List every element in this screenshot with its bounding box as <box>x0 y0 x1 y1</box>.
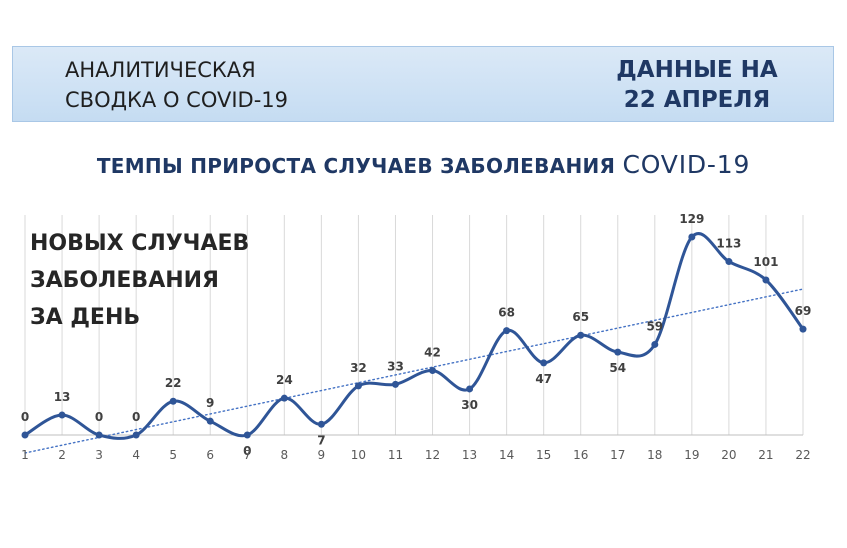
chart-title-covid: COVID-19 <box>622 150 751 179</box>
data-label: 59 <box>646 319 663 333</box>
data-label: 47 <box>535 372 552 386</box>
data-point <box>503 327 511 335</box>
trendline <box>24 288 804 454</box>
data-label: 65 <box>572 310 589 324</box>
data-label: 13 <box>54 390 71 404</box>
report-date-line1: ДАННЫЕ НА <box>616 57 778 83</box>
data-point <box>243 431 251 439</box>
data-label: 0 <box>132 410 140 424</box>
x-tick-label: 17 <box>610 448 625 462</box>
data-point <box>317 420 325 428</box>
data-point <box>132 431 140 439</box>
data-label: 54 <box>609 361 626 375</box>
data-point <box>280 394 288 402</box>
x-tick-label: 5 <box>169 448 177 462</box>
data-point <box>577 331 585 339</box>
data-label: 129 <box>679 212 704 226</box>
data-point <box>651 340 659 348</box>
series-line <box>24 232 805 440</box>
x-tick-label: 14 <box>499 448 514 462</box>
overlay-line3: ЗА ДЕНЬ <box>30 305 141 330</box>
overlay-line2: ЗАБОЛЕВАНИЯ <box>30 268 219 293</box>
x-tick-label: 19 <box>684 448 699 462</box>
x-tick-label: 1 <box>21 448 29 462</box>
data-point <box>725 258 733 266</box>
data-point <box>614 348 622 356</box>
report-title: АНАЛИТИЧЕСКАЯ СВОДКА О COVID-19 <box>65 55 385 115</box>
x-tick-label: 9 <box>318 448 326 462</box>
chart-overlay-label: НОВЫХ СЛУЧАЕВ ЗАБОЛЕВАНИЯ ЗА ДЕНЬ <box>30 225 249 336</box>
data-label: 24 <box>276 373 293 387</box>
data-label: 33 <box>387 359 404 373</box>
x-tick-label: 7 <box>243 448 251 462</box>
report-title-line1: АНАЛИТИЧЕСКАЯ <box>65 58 256 82</box>
x-tick-label: 11 <box>388 448 403 462</box>
x-tick-label: 22 <box>795 448 810 462</box>
chart-title: ТЕМПЫ ПРИРОСТА СЛУЧАЕВ ЗАБОЛЕВАНИЯ COVID… <box>0 150 847 179</box>
data-label: 69 <box>795 304 812 318</box>
report-title-line2: СВОДКА О COVID-19 <box>65 88 289 112</box>
data-label: 32 <box>350 361 367 375</box>
data-point <box>688 233 696 241</box>
report-date: ДАННЫЕ НА 22 АПРЕЛЯ <box>597 55 797 115</box>
overlay-line1: НОВЫХ СЛУЧАЕВ <box>30 231 250 256</box>
data-point <box>21 431 29 439</box>
x-tick-label: 16 <box>573 448 588 462</box>
data-point <box>466 385 474 393</box>
data-point <box>540 359 548 367</box>
x-tick-label: 10 <box>351 448 366 462</box>
x-tick-label: 2 <box>58 448 66 462</box>
report-date-line2: 22 АПРЕЛЯ <box>623 87 771 113</box>
data-label: 0 <box>21 410 29 424</box>
data-label: 42 <box>424 346 441 360</box>
x-tick-label: 4 <box>132 448 140 462</box>
data-point <box>391 380 399 388</box>
data-point <box>95 431 103 439</box>
x-tick-label: 21 <box>758 448 773 462</box>
data-label: 0 <box>243 444 251 458</box>
data-point <box>206 417 214 425</box>
header-banner: АНАЛИТИЧЕСКАЯ СВОДКА О COVID-19 ДАННЫЕ Н… <box>12 46 834 122</box>
x-tick-label: 8 <box>281 448 289 462</box>
x-tick-label: 18 <box>647 448 662 462</box>
data-point <box>58 411 66 419</box>
x-tick-label: 12 <box>425 448 440 462</box>
data-label: 22 <box>165 376 182 390</box>
data-label: 68 <box>498 306 515 320</box>
x-tick-label: 13 <box>462 448 477 462</box>
data-point <box>429 367 437 375</box>
data-label: 7 <box>317 433 325 447</box>
data-label: 0 <box>95 410 103 424</box>
x-tick-label: 3 <box>95 448 103 462</box>
x-tick-label: 20 <box>721 448 736 462</box>
data-point <box>354 382 362 390</box>
data-point <box>762 276 770 284</box>
data-label: 9 <box>206 396 214 410</box>
x-tick-label: 6 <box>206 448 214 462</box>
data-label: 113 <box>716 237 741 251</box>
x-tick-label: 15 <box>536 448 551 462</box>
chart-title-text: ТЕМПЫ ПРИРОСТА СЛУЧАЕВ ЗАБОЛЕВАНИЯ <box>96 154 616 178</box>
data-label: 30 <box>461 398 478 412</box>
data-point <box>169 397 177 405</box>
data-point <box>799 325 807 333</box>
data-label: 101 <box>753 255 778 269</box>
